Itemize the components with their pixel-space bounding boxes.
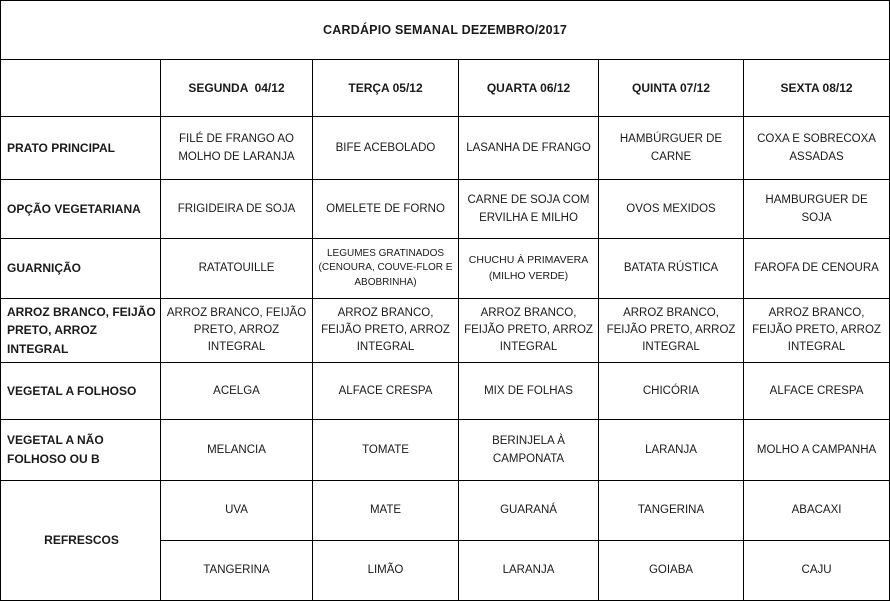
column-header-quarta: QUARTA 06/12 <box>458 59 599 117</box>
table-row-vegetal-folhoso: VEGETAL A FOLHOSO ACELGA ALFACE CRESPA M… <box>0 362 890 420</box>
table-cell: TOMATE <box>312 419 459 481</box>
table-row-opcao-vegetariana: OPÇÃO VEGETARIANA FRIGIDEIRA DE SOJA OME… <box>0 179 890 239</box>
header-row: SEGUNDA 04/12 TERÇA 05/12 QUARTA 06/12 Q… <box>0 59 890 117</box>
table-cell: COXA E SOBRECOXA ASSADAS <box>742 116 890 180</box>
table-cell: HAMBURGUER DE SOJA <box>742 179 890 239</box>
column-header-terca: TERÇA 05/12 <box>312 59 459 117</box>
table-cell: CHICÓRIA <box>598 362 744 420</box>
table-cell: MOLHO A CAMPANHA <box>742 419 890 481</box>
table-cell: FAROFA DE CENOURA <box>742 238 890 299</box>
table-cell: FRIGIDEIRA DE SOJA <box>160 179 313 239</box>
row-label-vegetal-folhoso: VEGETAL A FOLHOSO <box>0 362 161 420</box>
table-cell: TANGERINA <box>160 540 313 601</box>
table-row-prato-principal: PRATO PRINCIPAL FILÉ DE FRANGO AO MOLHO … <box>0 116 890 180</box>
column-header-sexta: SEXTA 08/12 <box>742 59 890 117</box>
table-cell: TANGERINA <box>598 480 744 541</box>
table-cell: CARNE DE SOJA COM ERVILHA E MILHO <box>458 179 599 239</box>
table-cell: OMELETE DE FORNO <box>312 179 459 239</box>
row-label-opcao-vegetariana: OPÇÃO VEGETARIANA <box>0 179 161 239</box>
table-cell: LASANHA DE FRANGO <box>458 116 599 180</box>
row-label-vegetal-nao-folhoso: VEGETAL A NÃO FOLHOSO OU B <box>0 419 161 481</box>
table-cell: HAMBÚRGUER DE CARNE <box>598 116 744 180</box>
table-cell: BIFE ACEBOLADO <box>312 116 459 180</box>
table-cell: ALFACE CRESPA <box>312 362 459 420</box>
column-header-segunda: SEGUNDA 04/12 <box>160 59 313 117</box>
title-row: CARDÁPIO SEMANAL DEZEMBRO/2017 <box>0 0 890 60</box>
table-row-guarnicao: GUARNIÇÃO RATATOUILLE LEGUMES GRATINADOS… <box>0 238 890 299</box>
table-cell: BATATA RÚSTICA <box>598 238 744 299</box>
table-cell: ABACAXI <box>742 480 890 541</box>
corner-cell <box>0 59 161 117</box>
table-cell: OVOS MEXIDOS <box>598 179 744 239</box>
table-row-refrescos-top: REFRESCOS UVA MATE GUARANÁ TANGERINA ABA… <box>0 480 890 601</box>
table-row-vegetal-nao-folhoso: VEGETAL A NÃO FOLHOSO OU B MELANCIA TOMA… <box>0 419 890 481</box>
table-cell: LIMÃO <box>312 540 459 601</box>
table-cell: LEGUMES GRATINADOS (CENOURA, COUVE-FLOR … <box>312 238 459 299</box>
table-cell: CHUCHU À PRIMAVERA (MILHO VERDE) <box>458 238 599 299</box>
table-cell: MIX DE FOLHAS <box>458 362 599 420</box>
column-header-quinta: QUINTA 07/12 <box>598 59 744 117</box>
table-cell: ARROZ BRANCO, FEIJÃO PRETO, ARROZ INTEGR… <box>312 298 459 363</box>
row-label-prato-principal: PRATO PRINCIPAL <box>0 116 161 180</box>
table-cell: MELANCIA <box>160 419 313 481</box>
table-row-refrescos-bottom: TANGERINA LIMÃO LARANJA GOIABA CAJU <box>1 540 890 601</box>
table-cell: GOIABA <box>598 540 744 601</box>
row-label-guarnicao: GUARNIÇÃO <box>0 238 161 299</box>
page-title: CARDÁPIO SEMANAL DEZEMBRO/2017 <box>0 0 890 60</box>
table-cell: ARROZ BRANCO, FEIJÃO PRETO, ARROZ INTEGR… <box>458 298 599 363</box>
row-label-arroz-feijao: ARROZ BRANCO, FEIJÃO PRETO, ARROZ INTEGR… <box>0 298 161 363</box>
table-cell: CAJU <box>742 540 890 601</box>
table-cell: ACELGA <box>160 362 313 420</box>
table-cell: LARANJA <box>458 540 599 601</box>
table-cell: LARANJA <box>598 419 744 481</box>
table-cell: ARROZ BRANCO, FEIJÃO PRETO, ARROZ INTEGR… <box>160 298 313 363</box>
row-label-refrescos: REFRESCOS <box>0 480 161 601</box>
table-cell: GUARANÁ <box>458 480 599 541</box>
table-cell: MATE <box>312 480 459 541</box>
table-cell: ARROZ BRANCO, FEIJÃO PRETO, ARROZ INTEGR… <box>742 298 890 363</box>
table-row-arroz-feijao: ARROZ BRANCO, FEIJÃO PRETO, ARROZ INTEGR… <box>0 298 890 363</box>
table-cell: RATATOUILLE <box>160 238 313 299</box>
table-cell: UVA <box>160 480 313 541</box>
table-cell: ARROZ BRANCO, FEIJÃO PRETO, ARROZ INTEGR… <box>598 298 744 363</box>
table-cell: BERINJELA À CAMPONATA <box>458 419 599 481</box>
table-cell: FILÉ DE FRANGO AO MOLHO DE LARANJA <box>160 116 313 180</box>
table-cell: ALFACE CRESPA <box>742 362 890 420</box>
